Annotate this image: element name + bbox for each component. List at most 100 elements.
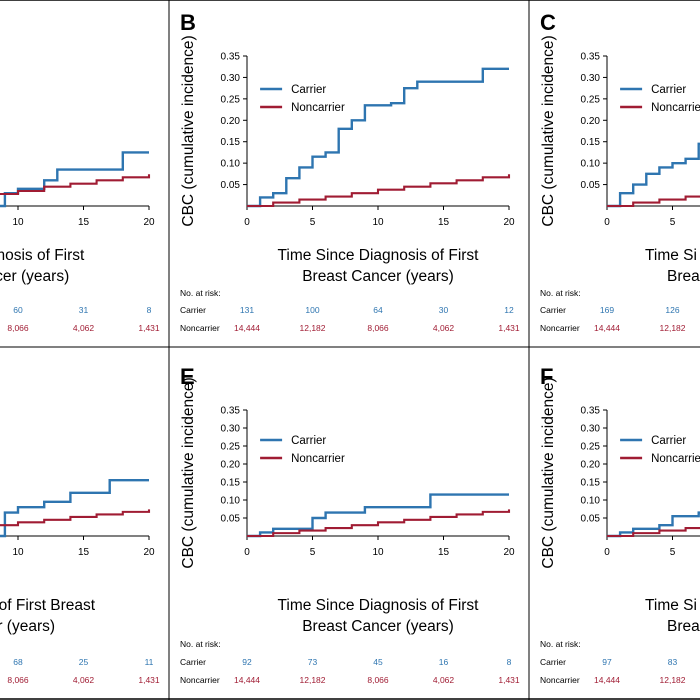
risk-table-header: No. at risk: <box>540 639 581 649</box>
x-axis-title-line-1: e Diagnosis of First <box>0 247 85 264</box>
y-axis-title: CBC (cumulative incidence) <box>180 377 197 568</box>
series-line-carrier <box>0 479 149 538</box>
risk-value: 60 <box>13 305 23 315</box>
risk-value: 64 <box>373 305 383 315</box>
risk-value: 12 <box>504 305 514 315</box>
risk-value: 14,444 <box>234 675 260 685</box>
risk-value: 12,182 <box>300 323 326 333</box>
y-axis-title: CBC (cumulative incidence) <box>180 35 197 226</box>
risk-table-header: No. at risk: <box>540 288 581 298</box>
legend-label-carrier: Carrier <box>651 84 686 96</box>
risk-row-label: Carrier <box>180 305 206 315</box>
risk-value: 16 <box>439 657 449 667</box>
y-tick-label: 0.20 <box>221 460 241 471</box>
y-tick-label: 0.10 <box>221 496 241 507</box>
risk-value: 4,062 <box>73 675 95 685</box>
risk-value: 8 <box>147 305 152 315</box>
x-axis-title-line-1: Time Since Diagnosis of First <box>278 597 480 614</box>
x-tick-label: 5 <box>310 217 316 228</box>
chart-panel-f: F 0.05 0.10 0.15 0.20 0.25 0.30 0.35 CBC (cumula… <box>540 364 700 685</box>
x-axis-title-line-2: Cancer (years) <box>0 268 69 285</box>
x-tick-label: 0 <box>604 547 610 558</box>
legend-label-noncarrier: Noncarrier <box>651 453 700 465</box>
chart-panel-b: B 0.05 0.10 0.15 0.20 0.25 0.30 0.35 CBC (cumula… <box>180 10 520 333</box>
chart-panel-c: C 0.05 0.10 0.15 0.20 0.25 0.30 0.35 CBC (cumula… <box>540 10 700 333</box>
x-tick-label: 10 <box>372 547 384 558</box>
x-axis-title-line-2: Breast Cancer (years) <box>302 268 454 285</box>
risk-value: 12,182 <box>660 675 686 685</box>
risk-row-label: Noncarrier <box>180 323 220 333</box>
x-tick-label: 10 <box>12 217 24 228</box>
x-axis-title-line-2: Brea <box>667 268 700 285</box>
x-tick-label: 15 <box>78 217 90 228</box>
legend-label-noncarrier: Noncarrier <box>651 102 700 114</box>
y-axis-title: CBC (cumulative incidence) <box>540 35 557 226</box>
legend-label-noncarrier: Noncarrier <box>291 102 345 114</box>
y-tick-label: 0.10 <box>581 159 601 170</box>
risk-value: 30 <box>439 305 449 315</box>
risk-value: 4,062 <box>73 323 95 333</box>
risk-table-header: No. at risk: <box>180 639 221 649</box>
y-tick-label: 0.30 <box>581 73 601 84</box>
risk-row-label: Carrier <box>540 305 566 315</box>
x-axis-title-line-1: Time Si <box>645 597 697 614</box>
y-tick-label: 0.15 <box>581 478 601 489</box>
y-tick-label: 0.15 <box>221 137 241 148</box>
series-line-carrier <box>247 493 509 538</box>
y-tick-label: 0.20 <box>581 460 601 471</box>
chart-panel-d: 10 15 20 agnosis of First Breast cer (years)… <box>0 479 160 685</box>
y-tick-label: 0.15 <box>221 478 241 489</box>
risk-value: 126 <box>665 305 679 315</box>
x-axis-title-line-1: agnosis of First Breast <box>0 597 96 614</box>
risk-value: 11 <box>145 657 154 667</box>
chart-panel-a: 10 15 20 e Diagnosis of First Cancer (years)… <box>0 151 160 333</box>
panel-letter: E <box>180 364 195 389</box>
series-line-carrier <box>247 67 509 208</box>
x-tick-label: 20 <box>503 217 515 228</box>
y-tick-label: 0.30 <box>581 424 601 435</box>
risk-value: 4,062 <box>433 675 455 685</box>
y-tick-label: 0.30 <box>221 73 241 84</box>
legend-label-carrier: Carrier <box>651 435 686 447</box>
y-tick-label: 0.35 <box>581 406 601 417</box>
y-tick-label: 0.05 <box>581 180 601 191</box>
x-tick-label: 10 <box>372 217 384 228</box>
panel-letter: C <box>540 10 556 35</box>
panel-letter: B <box>180 10 196 35</box>
risk-value: 1,431 <box>498 323 520 333</box>
x-tick-label: 0 <box>244 547 250 558</box>
risk-value: 14,444 <box>594 675 620 685</box>
legend-label-carrier: Carrier <box>291 435 326 447</box>
x-tick-label: 20 <box>143 547 155 558</box>
x-tick-label: 15 <box>438 547 450 558</box>
series-line-noncarrier <box>607 527 700 538</box>
risk-value: 4,062 <box>433 323 455 333</box>
y-tick-label: 0.15 <box>581 137 601 148</box>
risk-row-label: Carrier <box>180 657 206 667</box>
risk-table-header: No. at risk: <box>180 288 221 298</box>
x-tick-label: 0 <box>244 217 250 228</box>
series-line-carrier <box>607 511 700 538</box>
y-tick-label: 0.20 <box>581 116 601 127</box>
risk-value: 1,431 <box>138 323 160 333</box>
x-axis-title-line-2: cer (years) <box>0 618 55 635</box>
y-tick-label: 0.05 <box>581 514 601 525</box>
x-tick-label: 5 <box>670 217 676 228</box>
risk-value: 45 <box>373 657 383 667</box>
risk-value: 8,066 <box>367 675 389 685</box>
y-tick-label: 0.35 <box>221 406 241 417</box>
chart-panel-e: E 0.05 0.10 0.15 0.20 0.25 0.30 0.35 CBC (cumula… <box>180 364 520 685</box>
risk-value: 8,066 <box>367 323 389 333</box>
risk-row-label: Carrier <box>540 657 566 667</box>
risk-value: 92 <box>242 657 252 667</box>
y-axis-title: CBC (cumulative incidence) <box>540 377 557 568</box>
risk-value: 131 <box>240 305 254 315</box>
y-tick-label: 0.20 <box>221 116 241 127</box>
risk-row-label: Noncarrier <box>540 675 580 685</box>
risk-value: 97 <box>602 657 612 667</box>
risk-value: 12,182 <box>660 323 686 333</box>
x-tick-label: 15 <box>78 547 90 558</box>
series-line-carrier <box>0 151 149 208</box>
